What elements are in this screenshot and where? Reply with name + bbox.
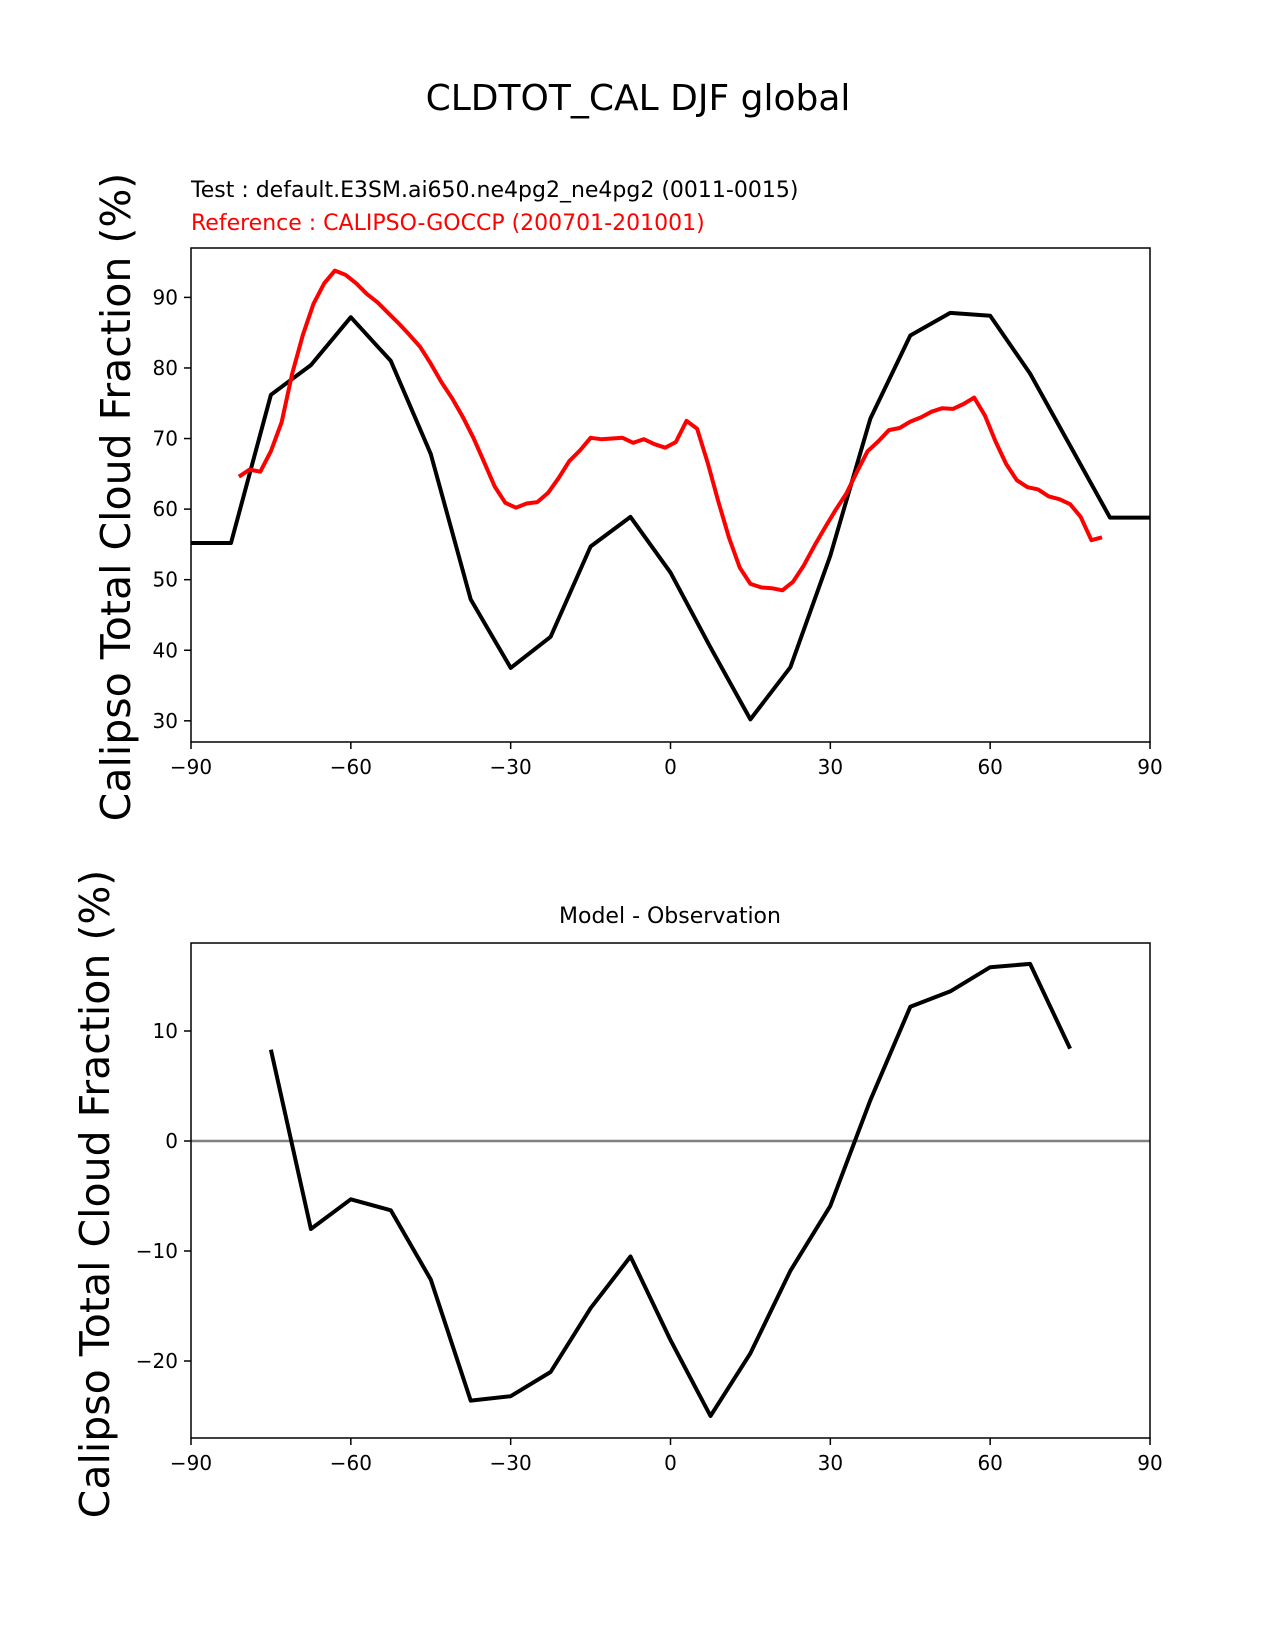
bottom-difference-line xyxy=(268,961,1072,1418)
bottom-axes-frame xyxy=(190,942,1151,1439)
top-y-tick-label: 60 xyxy=(153,497,178,521)
top-x-tick-label: −90 xyxy=(170,755,212,779)
bottom-x-tick-label: −60 xyxy=(330,1451,372,1475)
bottom-y-tick-label: 10 xyxy=(153,1019,178,1043)
top-plot-area: −90 −60 −30 0 30 60 90 30 40 50 60 70 80 90 xyxy=(153,247,1163,779)
top-test-line xyxy=(191,310,1150,722)
top-axes-frame xyxy=(190,247,1151,743)
top-x-tick-label: 30 xyxy=(818,755,843,779)
top-y-axis-label: Calipso Total Cloud Fraction (%) xyxy=(92,173,140,822)
top-y-tick-label: 80 xyxy=(153,356,178,380)
bottom-plot-area: −90 −60 −30 0 30 60 90 −20 −10 0 10 xyxy=(136,942,1163,1475)
bottom-x-tick-label: 0 xyxy=(664,1451,677,1475)
figure-title: CLDTOT_CAL DJF global xyxy=(426,78,851,119)
top-y-tick-label: 40 xyxy=(153,638,178,662)
bottom-x-tick-label: 60 xyxy=(977,1451,1002,1475)
bottom-y-tick-label: 0 xyxy=(165,1129,178,1153)
bottom-y-tick-label: −10 xyxy=(136,1239,178,1263)
top-x-tick-label: −30 xyxy=(490,755,532,779)
difference-panel-title: Model - Observation xyxy=(559,904,781,929)
top-x-tick-label: 90 xyxy=(1137,755,1162,779)
bottom-x-tick-label: −90 xyxy=(170,1451,212,1475)
reference-label: Reference : CALIPSO-GOCCP (200701-201001… xyxy=(191,211,705,236)
top-x-tick-label: 60 xyxy=(977,755,1002,779)
bottom-y-axis-label: Calipso Total Cloud Fraction (%) xyxy=(71,870,119,1519)
top-x-tick-label: −60 xyxy=(330,755,372,779)
bottom-panel: Model - Observation Calipso Total Cloud … xyxy=(71,870,1163,1519)
bottom-x-tick-label: 30 xyxy=(818,1451,843,1475)
top-x-tick-label: 0 xyxy=(664,755,677,779)
top-y-tick-label: 30 xyxy=(153,709,178,733)
top-y-tick-label: 70 xyxy=(153,427,178,451)
bottom-x-tick-label: 90 xyxy=(1137,1451,1162,1475)
top-y-tick-label: 90 xyxy=(153,285,178,309)
test-label: Test : default.E3SM.ai650.ne4pg2_ne4pg2 … xyxy=(190,178,798,203)
top-reference-line xyxy=(237,268,1103,593)
bottom-y-tick-label: −20 xyxy=(136,1349,178,1373)
bottom-x-tick-label: −30 xyxy=(490,1451,532,1475)
top-y-tick-label: 50 xyxy=(153,568,178,592)
top-panel: Test : default.E3SM.ai650.ne4pg2_ne4pg2 … xyxy=(92,173,1163,822)
